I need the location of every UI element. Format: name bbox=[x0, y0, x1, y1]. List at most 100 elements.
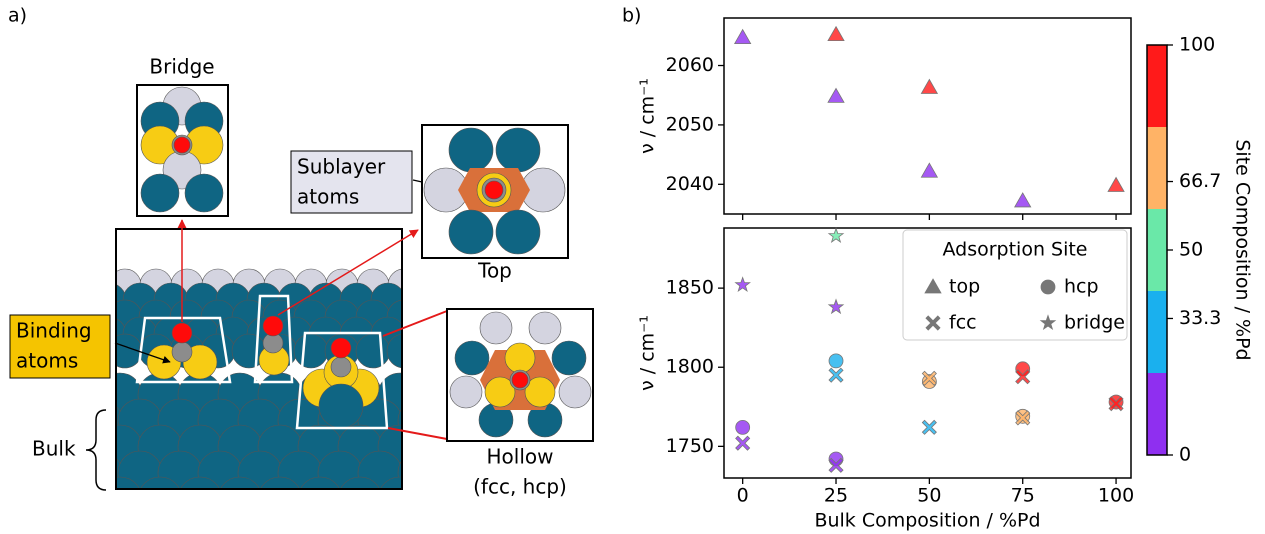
y-tick-label: 2060 bbox=[666, 54, 714, 76]
point bbox=[736, 277, 750, 291]
point bbox=[1015, 193, 1031, 207]
callout-label: atoms bbox=[16, 349, 78, 373]
atom bbox=[559, 376, 591, 408]
atom bbox=[338, 477, 382, 521]
x-tick-label: 75 bbox=[1011, 485, 1035, 507]
colorbar-segment bbox=[1147, 291, 1167, 373]
atom bbox=[178, 477, 222, 521]
y-axis-label: ν / cm⁻¹ bbox=[637, 315, 659, 391]
x-tick-label: 50 bbox=[917, 485, 941, 507]
x-tick-label: 0 bbox=[737, 485, 749, 507]
atom bbox=[480, 312, 512, 344]
inset-hollow bbox=[447, 309, 593, 441]
legend-label: fcc bbox=[949, 312, 977, 334]
point bbox=[922, 420, 936, 434]
atom bbox=[298, 477, 342, 521]
point bbox=[829, 354, 843, 368]
y-axis-label: ν / cm⁻¹ bbox=[637, 78, 659, 154]
slab bbox=[58, 269, 498, 521]
atom bbox=[78, 269, 110, 301]
panel-label: b) bbox=[622, 5, 641, 27]
colorbar-label: Site Composition / %Pd bbox=[1232, 139, 1254, 360]
atom bbox=[218, 477, 262, 521]
atom bbox=[512, 372, 528, 388]
atom bbox=[331, 338, 351, 358]
x-tick-label: 100 bbox=[1098, 485, 1134, 507]
y-tick-label: 2050 bbox=[666, 113, 714, 135]
legend-label: bridge bbox=[1064, 312, 1125, 334]
atom bbox=[58, 477, 102, 521]
callout-label: Binding bbox=[16, 319, 92, 343]
colorbar-segment bbox=[1147, 127, 1167, 209]
colorbar-segment bbox=[1147, 373, 1167, 455]
atom bbox=[418, 477, 462, 521]
atom bbox=[172, 323, 192, 343]
colorbar-tick-label: 50 bbox=[1179, 239, 1203, 261]
atom bbox=[450, 376, 482, 408]
x-tick-label: 25 bbox=[824, 485, 848, 507]
atom bbox=[58, 373, 102, 417]
point bbox=[1108, 177, 1124, 191]
atom bbox=[398, 451, 442, 495]
bracket bbox=[86, 410, 106, 490]
legend-marker bbox=[1041, 280, 1055, 294]
site-label: Bridge bbox=[149, 55, 214, 79]
point bbox=[829, 300, 843, 314]
plot: 2040 2050 2060 ν / cm⁻¹ 1750 1800 1850 0 25 50 75 1… bbox=[637, 18, 1254, 532]
atom bbox=[496, 128, 540, 172]
atom bbox=[138, 477, 182, 521]
atom bbox=[449, 128, 493, 172]
atom bbox=[185, 174, 223, 212]
y-tick-label: 1850 bbox=[666, 277, 714, 299]
atom bbox=[356, 334, 390, 368]
atom bbox=[552, 341, 586, 375]
atom bbox=[496, 210, 540, 254]
point bbox=[736, 420, 750, 434]
site-label: (fcc, hcp) bbox=[473, 475, 567, 499]
axes-frame bbox=[724, 18, 1131, 214]
atom bbox=[331, 357, 351, 377]
atom bbox=[141, 174, 179, 212]
point bbox=[736, 436, 750, 450]
atom bbox=[529, 312, 561, 344]
colorbar-segment bbox=[1147, 209, 1167, 291]
inset-bridge bbox=[137, 85, 228, 216]
site-label: Top bbox=[477, 259, 512, 283]
atom bbox=[419, 269, 451, 301]
point bbox=[828, 27, 844, 41]
figure: a) b) Bridge Top Hollow (fcc, hcp) Subla… bbox=[0, 0, 1265, 534]
site-label: Hollow bbox=[487, 445, 554, 469]
atom bbox=[387, 334, 421, 368]
legend-label: top bbox=[949, 276, 980, 298]
colorbar-tick-label: 66.7 bbox=[1179, 170, 1221, 192]
y-tick-label: 2040 bbox=[666, 173, 714, 195]
legend-title: Adsorption Site bbox=[942, 239, 1087, 261]
callout-label: Sublayer bbox=[297, 155, 386, 179]
atom bbox=[403, 284, 435, 316]
atom bbox=[294, 334, 328, 368]
panel-label: a) bbox=[8, 5, 27, 27]
x-axis-label: Bulk Composition / %Pd bbox=[814, 510, 1040, 532]
atom bbox=[98, 477, 142, 521]
atom bbox=[319, 384, 363, 428]
atom bbox=[258, 477, 302, 521]
point bbox=[829, 368, 843, 382]
callout-label: Bulk bbox=[32, 437, 76, 461]
point bbox=[735, 30, 751, 44]
point bbox=[829, 228, 843, 242]
point bbox=[921, 79, 937, 93]
atom bbox=[505, 343, 535, 373]
legend-label: hcp bbox=[1064, 276, 1099, 298]
atom bbox=[172, 342, 192, 362]
atom bbox=[403, 314, 435, 346]
y-tick-label: 1800 bbox=[666, 356, 714, 378]
atom bbox=[263, 316, 283, 336]
colorbar-tick-label: 33.3 bbox=[1179, 307, 1221, 329]
y-tick-label: 1750 bbox=[666, 435, 714, 457]
point bbox=[828, 88, 844, 102]
atom bbox=[378, 477, 422, 521]
point bbox=[921, 163, 937, 177]
callout-label: atoms bbox=[297, 185, 359, 209]
colorbar-tick-label: 100 bbox=[1179, 34, 1215, 56]
atom bbox=[402, 283, 436, 317]
